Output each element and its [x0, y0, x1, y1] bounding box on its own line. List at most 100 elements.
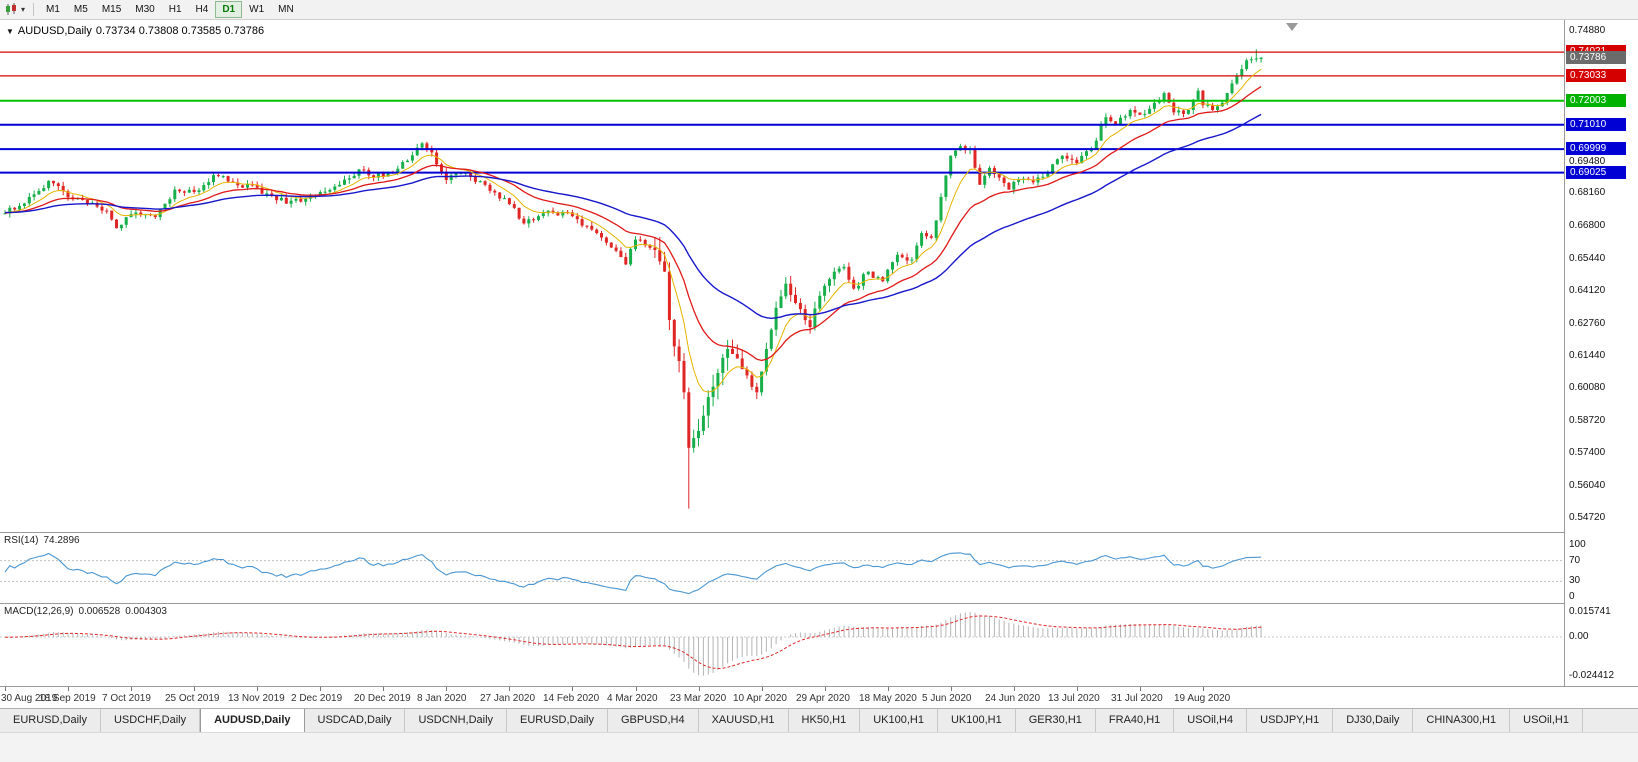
axis-label: 0.61440	[1569, 350, 1606, 361]
chart-tab-eurusd-daily[interactable]: EURUSD,Daily	[507, 709, 608, 732]
panel-splitter[interactable]	[0, 686, 1638, 687]
chart-type-dropdown-caret-icon[interactable]: ▾	[21, 5, 26, 14]
chart-tab-usdcnh-daily[interactable]: USDCNH,Daily	[405, 709, 508, 732]
timeframe-m30-button[interactable]: M30	[135, 4, 155, 15]
price-badge: 0.69999	[1566, 142, 1626, 155]
axis-label: 0.54720	[1569, 512, 1606, 523]
time-axis-label: 18 Sep 2019	[39, 693, 96, 704]
axis-label: 0	[1569, 591, 1575, 602]
status-strip	[0, 732, 1638, 762]
time-axis-label: 14 Feb 2020	[543, 693, 600, 704]
main-chart-panel[interactable]: ▼ AUDUSD,Daily 0.73734 0.73808 0.73585 0.7…	[0, 20, 1564, 532]
axis-label: 0.57400	[1569, 447, 1606, 458]
axis-label: 30	[1569, 575, 1581, 586]
time-axis-label: 24 Jun 2020	[985, 693, 1041, 704]
chart-ohlc-values: 0.73734 0.73808 0.73585 0.73786	[95, 25, 265, 37]
time-axis-label: 13 Jul 2020	[1048, 693, 1100, 704]
chart-tab-usdchf-daily[interactable]: USDCHF,Daily	[100, 709, 201, 732]
time-axis-label: 7 Oct 2019	[102, 693, 151, 704]
axis-label: 0.58720	[1569, 415, 1606, 426]
time-axis-label: 29 Apr 2020	[796, 693, 850, 704]
time-axis-tick	[888, 687, 889, 691]
price-badge: 0.73786	[1566, 51, 1626, 64]
time-axis-tick	[1140, 687, 1141, 691]
timeframe-m5-button[interactable]: M5	[73, 4, 88, 15]
rsi-value: 74.2896	[43, 535, 80, 546]
time-axis-label: 25 Oct 2019	[165, 693, 220, 704]
time-scale[interactable]: 30 Aug 2019 18 Sep 2019 7 Oct 2019 25 Oct 2…	[0, 687, 1638, 708]
rsi-header: RSI(14) 74.2896	[4, 535, 85, 546]
macd-main-value: 0.006528	[78, 606, 121, 617]
chart-symbol-period: AUDUSD,Daily	[17, 25, 92, 37]
timeframe-h4-button[interactable]: H4	[195, 4, 209, 15]
chart-tab-uk100-h1[interactable]: UK100,H1	[937, 709, 1016, 732]
time-axis-tick	[320, 687, 321, 691]
time-axis-tick	[383, 687, 384, 691]
time-axis-tick	[762, 687, 763, 691]
axis-label: 0.62760	[1569, 318, 1606, 329]
time-axis-tick	[699, 687, 700, 691]
chart-tab-uk100-h1[interactable]: UK100,H1	[860, 709, 938, 732]
axis-label: 0.74880	[1569, 25, 1606, 36]
timeframe-d1-button[interactable]: D1	[215, 1, 243, 18]
chart-tab-gbpusd-h4[interactable]: GBPUSD,H4	[608, 709, 699, 732]
chart-tab-usdjpy-h1[interactable]: USDJPY,H1	[1247, 709, 1334, 732]
chart-tab-xauusd-h1[interactable]: XAUUSD,H1	[698, 709, 789, 732]
rsi-label: RSI(14)	[4, 535, 39, 546]
timeframe-mn-button[interactable]: MN	[278, 4, 294, 15]
time-axis-tick	[131, 687, 132, 691]
axis-label: 0.015741	[1569, 606, 1611, 617]
top-toolbar: ▾ M1 M5 M15 M30 H1 H4 D1 W1 MN	[0, 0, 1638, 20]
chart-header: ▼ AUDUSD,Daily 0.73734 0.73808 0.73585 0.7…	[6, 25, 268, 37]
time-axis-label: 4 Mar 2020	[607, 693, 658, 704]
time-axis-tick	[572, 687, 573, 691]
rsi-panel[interactable]: RSI(14) 74.2896	[0, 533, 1564, 603]
axis-label: 0.66800	[1569, 220, 1606, 231]
toolbar-separator	[33, 3, 35, 16]
macd-panel[interactable]: MACD(12,26,9) 0.006528 0.004303	[0, 604, 1564, 686]
chart-tab-usoil-h1[interactable]: USOil,H1	[1510, 709, 1583, 732]
chart-tab-hk50-h1[interactable]: HK50,H1	[788, 709, 861, 732]
time-axis-label: 30 Aug 2019	[1, 693, 58, 704]
time-axis-tick	[1077, 687, 1078, 691]
time-axis-label: 18 May 2020	[859, 693, 917, 704]
chart-tab-usoil-h4[interactable]: USOil,H4	[1174, 709, 1248, 732]
axis-label: 0.65440	[1569, 253, 1606, 264]
axis-label: 0.64120	[1569, 285, 1606, 296]
price-scale[interactable]: 0.74880 0.69480 0.68160 0.66800 0.65440 0.641…	[1564, 20, 1638, 686]
axis-label: 0.56040	[1569, 480, 1606, 491]
time-axis-label: 5 Jun 2020	[922, 693, 972, 704]
panel-splitter[interactable]	[0, 603, 1638, 604]
axis-label: 70	[1569, 555, 1581, 566]
time-axis-tick	[68, 687, 69, 691]
candlestick-chart[interactable]	[0, 20, 1564, 532]
time-axis-label: 20 Dec 2019	[354, 693, 411, 704]
time-axis-label: 23 Mar 2020	[670, 693, 727, 704]
macd-indicator-chart[interactable]	[0, 604, 1564, 686]
time-axis-tick	[257, 687, 258, 691]
timeframe-m1-button[interactable]: M1	[46, 4, 60, 15]
axis-label: 0.60080	[1569, 382, 1606, 393]
rsi-indicator-chart[interactable]	[0, 533, 1564, 603]
chart-expand-icon[interactable]: ▼	[6, 27, 14, 36]
macd-header: MACD(12,26,9) 0.006528 0.004303	[4, 606, 172, 617]
chart-tab-dj30-daily[interactable]: DJ30,Daily	[1333, 709, 1414, 732]
chart-tab-usdcad-daily[interactable]: USDCAD,Daily	[304, 709, 406, 732]
timeframe-m15-button[interactable]: M15	[101, 4, 122, 15]
chart-tab-china300-h1[interactable]: CHINA300,H1	[1413, 709, 1511, 732]
chart-tab-fra40-h1[interactable]: FRA40,H1	[1095, 709, 1175, 732]
chart-tab-eurusd-daily[interactable]: EURUSD,Daily	[0, 709, 101, 732]
time-axis-tick	[194, 687, 195, 691]
time-axis-tick	[951, 687, 952, 691]
panel-splitter[interactable]	[0, 532, 1638, 533]
chart-tab-ger30-h1[interactable]: GER30,H1	[1015, 709, 1096, 732]
time-axis-tick	[1014, 687, 1015, 691]
axis-label: 0.00	[1569, 631, 1589, 642]
chart-type-icon[interactable]	[4, 3, 19, 16]
timeframe-w1-button[interactable]: W1	[249, 4, 265, 15]
chart-tab-audusd-daily[interactable]: AUDUSD,Daily	[200, 709, 305, 732]
timeframe-h1-button[interactable]: H1	[168, 4, 182, 15]
axis-label: 0.69480	[1569, 156, 1606, 167]
axis-label: 100	[1569, 539, 1586, 550]
price-badge: 0.71010	[1566, 118, 1626, 131]
